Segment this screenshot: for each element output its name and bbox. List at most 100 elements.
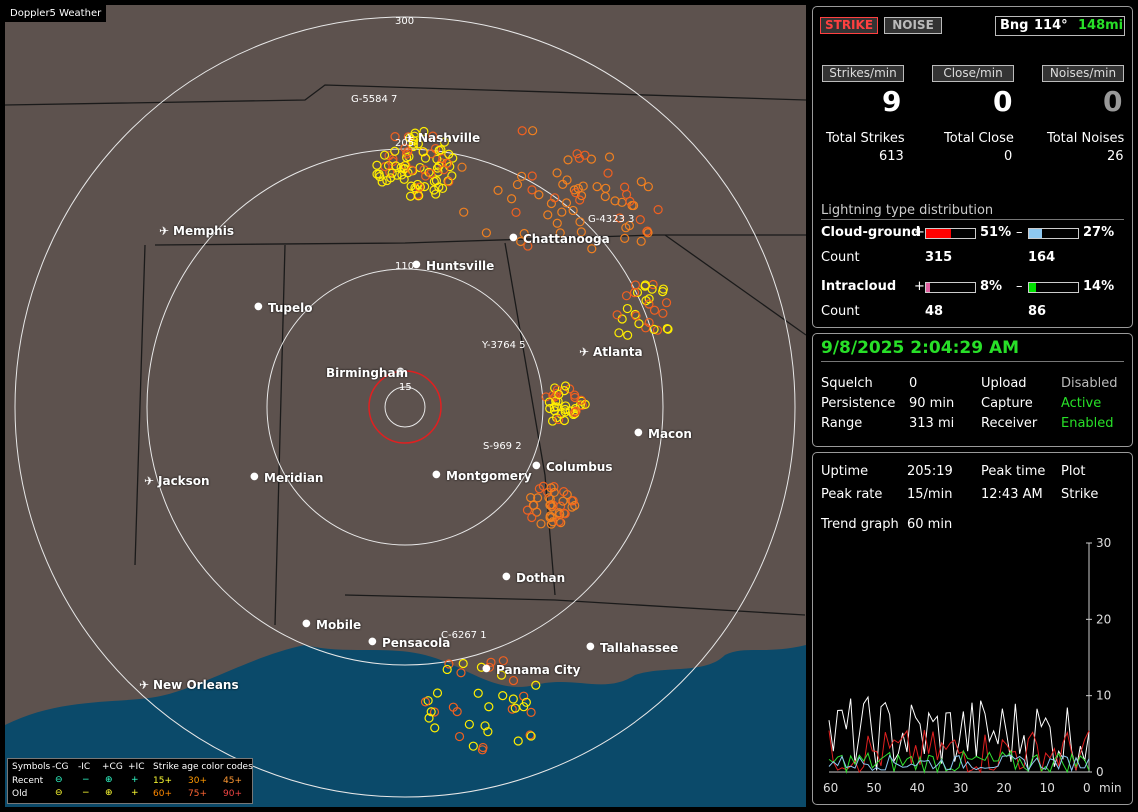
noise-tab[interactable]: NOISE xyxy=(884,17,942,34)
trend-graph-label: Trend graph xyxy=(821,517,899,532)
city-label[interactable]: Pensacola xyxy=(382,636,451,650)
strike-marker xyxy=(661,298,672,308)
plus-ic-icon: + xyxy=(131,775,139,785)
peak-time-value: 12:43 AM xyxy=(981,487,1043,502)
strike-marker xyxy=(570,392,580,403)
persistence-label: Persistence xyxy=(821,396,896,411)
strike-marker xyxy=(407,165,417,175)
storm-tag[interactable]: C-6267 1 xyxy=(441,630,487,641)
y-tick-label: 20 xyxy=(1096,612,1111,626)
strike-marker xyxy=(634,319,644,329)
storm-tag[interactable]: G-4323 3 xyxy=(588,214,635,225)
strike-tab[interactable]: STRIKE xyxy=(820,17,878,34)
strike-marker xyxy=(419,165,429,175)
bearing-label: Bng xyxy=(1000,18,1029,33)
strike-marker xyxy=(510,703,520,713)
strike-marker xyxy=(559,487,569,497)
strike-marker xyxy=(644,294,654,304)
strike-marker xyxy=(526,731,536,741)
strike-markers xyxy=(372,126,673,755)
strike-marker xyxy=(379,150,390,160)
strikes-per-min-label: Strikes/min xyxy=(822,65,904,82)
close-range-ring xyxy=(368,370,442,444)
city-label[interactable]: Atlanta xyxy=(593,345,643,359)
strike-marker xyxy=(563,155,573,165)
city-label[interactable]: Huntsville xyxy=(426,259,495,273)
y-tick-label: 0 xyxy=(1096,765,1104,779)
city-label[interactable]: Chattanooga xyxy=(523,232,610,246)
count-label: Count xyxy=(821,304,860,319)
minus-sign: – xyxy=(1016,279,1023,294)
city-label[interactable]: Tallahassee xyxy=(600,641,679,655)
plot-label: Plot xyxy=(1061,464,1086,479)
strike-marker xyxy=(527,512,537,523)
strike-marker xyxy=(601,183,611,193)
storm-tag[interactable]: S-969 2 xyxy=(483,441,522,452)
strike-marker xyxy=(560,401,571,411)
persistence-value: 90 min xyxy=(909,396,955,411)
legend-symbols-label: Symbols xyxy=(12,762,51,772)
status-panel: 9/8/2025 2:04:29 AM Squelch 0 Upload Dis… xyxy=(812,333,1133,447)
city-label[interactable]: New Orleans xyxy=(153,678,239,692)
strike-marker xyxy=(406,181,416,191)
strike-marker xyxy=(513,736,523,746)
city-label[interactable]: Columbus xyxy=(546,460,613,474)
strike-marker xyxy=(552,218,562,228)
trend-series-line xyxy=(828,729,1090,774)
strike-marker xyxy=(549,402,559,412)
total-strikes-label: Total Strikes xyxy=(826,131,905,146)
strike-marker xyxy=(600,191,610,202)
storm-tag[interactable]: Y-3764 5 xyxy=(482,340,526,351)
map-canvas xyxy=(5,16,806,807)
city-label[interactable]: Dothan xyxy=(516,571,566,585)
strike-marker xyxy=(493,185,503,195)
strike-marker xyxy=(625,196,635,206)
strike-marker xyxy=(468,741,478,751)
strike-marker xyxy=(457,162,467,172)
divider xyxy=(821,361,1124,362)
city-label[interactable]: Mobile xyxy=(316,618,362,632)
count-label: Count xyxy=(821,250,860,265)
city-label[interactable]: Panama City xyxy=(496,663,581,677)
strike-marker xyxy=(517,171,527,181)
strike-marker xyxy=(621,223,631,233)
city-label[interactable]: Tupelo xyxy=(268,301,313,315)
strike-marker xyxy=(464,719,474,729)
noises-per-min-label: Noises/min xyxy=(1042,65,1124,82)
strike-marker xyxy=(390,132,400,142)
ic-negative-bar xyxy=(1028,282,1079,293)
city-label[interactable]: Macon xyxy=(648,427,692,441)
strike-marker xyxy=(454,731,465,742)
storm-tag[interactable]: G-5584 7 xyxy=(351,94,398,105)
city-label[interactable]: Meridian xyxy=(264,471,324,485)
plot-value: Strike xyxy=(1061,487,1099,502)
strikes-per-min: 9 xyxy=(882,85,902,118)
strike-marker xyxy=(544,397,554,407)
age-code: 60+ xyxy=(153,789,172,799)
strike-marker xyxy=(432,163,443,173)
trend-series-line xyxy=(828,749,1090,774)
airport-icon: ✈ xyxy=(139,678,150,692)
city-label[interactable]: Jackson xyxy=(158,474,210,488)
counts-panel: STRIKE NOISE Bng 114° 148mi Strikes/min … xyxy=(812,6,1133,328)
strike-marker xyxy=(498,656,508,666)
receiver-value: Enabled xyxy=(1061,416,1114,431)
legend-col: +CG xyxy=(102,762,123,772)
strike-marker xyxy=(526,707,536,717)
city-dot-icon: ● xyxy=(502,571,511,582)
strike-marker xyxy=(534,484,545,494)
strike-marker xyxy=(560,509,570,519)
minus-cg-icon: ⊖ xyxy=(55,788,63,798)
city-label[interactable]: Memphis xyxy=(173,224,234,238)
strike-marker xyxy=(438,183,448,194)
range-label-15: 15 xyxy=(399,382,412,393)
strike-marker xyxy=(652,325,663,335)
range-label-300: 300 xyxy=(395,16,415,27)
intracloud-label: Intracloud xyxy=(821,279,897,294)
lightning-map[interactable]: 300 205 110 15 ✈ Nashville ✈ Memphis ● Chatta… xyxy=(5,5,806,807)
city-label[interactable]: Birmingham xyxy=(326,366,409,380)
city-label[interactable]: Nashville xyxy=(418,131,481,145)
strike-marker xyxy=(617,314,627,324)
close-per-min-label: Close/min xyxy=(932,65,1014,82)
city-label[interactable]: Montgomery xyxy=(446,469,532,483)
